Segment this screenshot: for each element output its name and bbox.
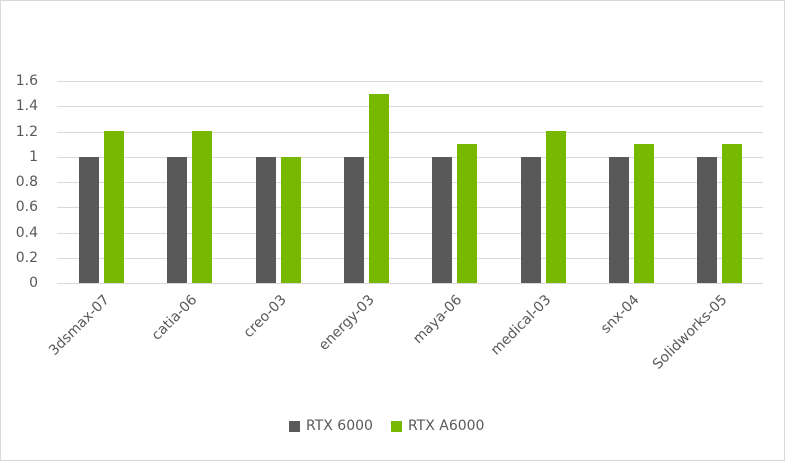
y-tick-label: 1.4 bbox=[15, 98, 38, 114]
bar-rtx-a6000-solidworks-05 bbox=[722, 144, 742, 283]
bar-rtx-6000-energy-03 bbox=[344, 157, 364, 283]
gridline bbox=[57, 106, 763, 107]
bar-rtx-6000-catia-06 bbox=[167, 157, 187, 283]
gridline bbox=[57, 207, 763, 208]
legend-swatch-rtx-a6000 bbox=[390, 420, 402, 432]
bar-rtx-a6000-3dsmax-07 bbox=[104, 131, 124, 283]
y-tick-label: 0 bbox=[29, 275, 38, 291]
bar-rtx-a6000-maya-06 bbox=[457, 144, 477, 283]
bar-rtx-6000-solidworks-05 bbox=[697, 157, 717, 283]
bar-rtx-a6000-creo-03 bbox=[281, 157, 301, 283]
y-tick-label: 1 bbox=[29, 149, 38, 165]
bar-rtx-6000-medical-03 bbox=[521, 157, 541, 283]
bar-rtx-a6000-catia-06 bbox=[192, 131, 212, 283]
bar-rtx-a6000-medical-03 bbox=[546, 131, 566, 283]
y-tick-label: 1.6 bbox=[15, 73, 38, 89]
y-tick-label: 0.6 bbox=[15, 199, 38, 215]
gridline bbox=[57, 157, 763, 158]
y-tick-label: 0.2 bbox=[15, 250, 38, 266]
bar-rtx-6000-snx-04 bbox=[609, 157, 629, 283]
legend-item-rtx-6000: RTX 6000 bbox=[289, 418, 373, 434]
bar-rtx-a6000-snx-04 bbox=[634, 144, 654, 283]
gridline bbox=[57, 258, 763, 259]
legend: RTX 6000 RTX A6000 bbox=[289, 418, 502, 434]
legend-item-rtx-a6000: RTX A6000 bbox=[390, 418, 485, 434]
legend-label-rtx-6000: RTX 6000 bbox=[306, 418, 373, 434]
legend-label-rtx-a6000: RTX A6000 bbox=[407, 418, 485, 434]
legend-swatch-rtx-6000 bbox=[289, 420, 300, 432]
bar-rtx-a6000-energy-03 bbox=[369, 94, 389, 283]
y-tick-label: 0.8 bbox=[15, 174, 38, 190]
bar-rtx-6000-maya-06 bbox=[432, 157, 452, 283]
bar-rtx-6000-creo-03 bbox=[256, 157, 276, 283]
gridline bbox=[57, 81, 763, 82]
gridline bbox=[57, 132, 763, 133]
gridline bbox=[57, 233, 763, 234]
y-tick-label: 1.2 bbox=[15, 124, 38, 140]
gridline bbox=[57, 182, 763, 183]
gridline bbox=[57, 283, 763, 284]
y-tick-label: 0.4 bbox=[15, 225, 38, 241]
bar-rtx-6000-3dsmax-07 bbox=[79, 157, 99, 283]
